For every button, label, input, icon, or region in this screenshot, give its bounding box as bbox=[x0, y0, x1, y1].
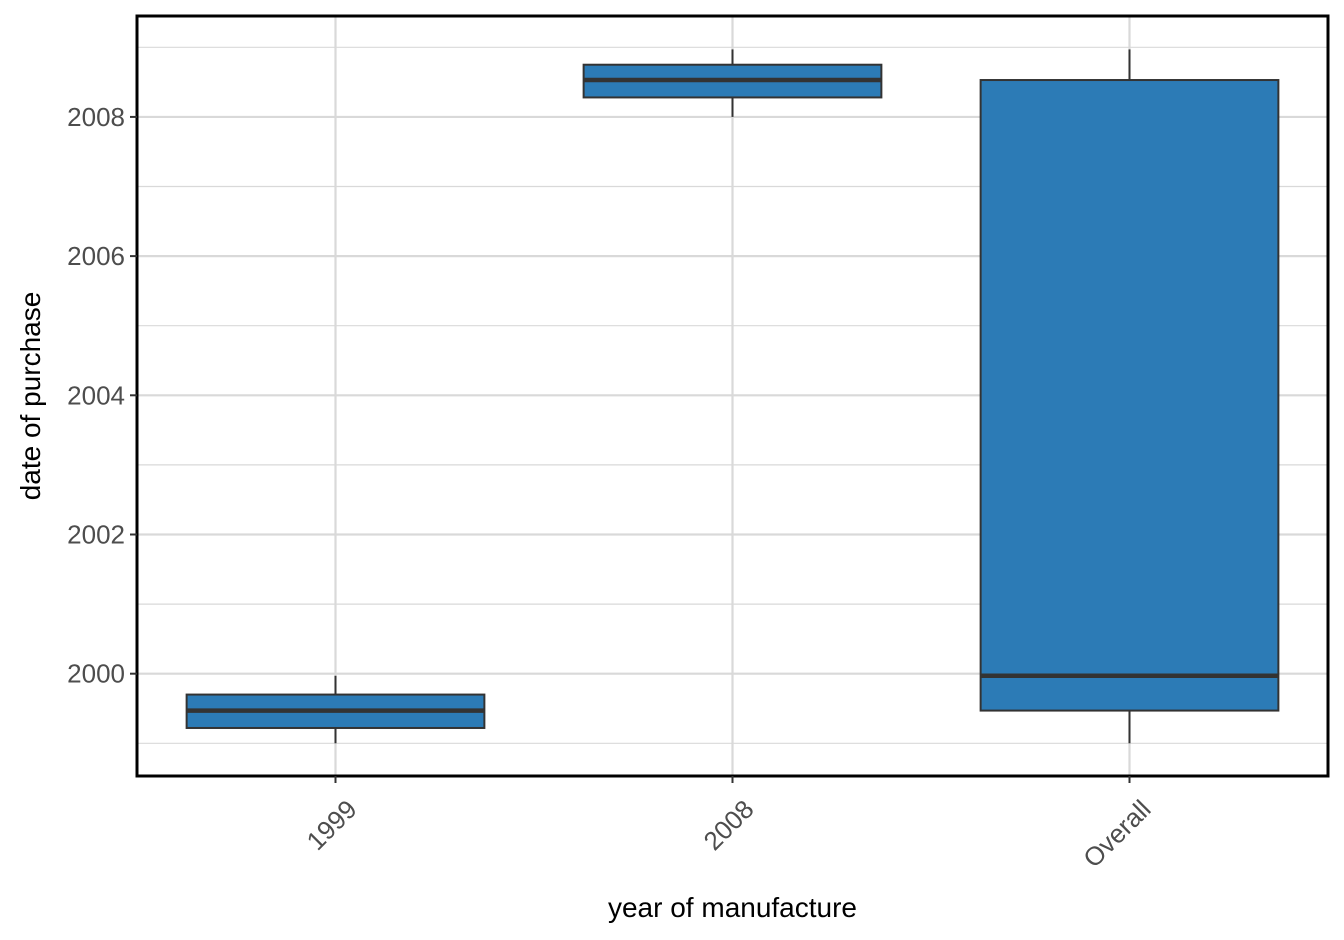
x-axis-ticks: 1999 2008 Overall bbox=[300, 776, 1157, 873]
x-tick-label: 1999 bbox=[300, 794, 362, 856]
y-tick-label: 2006 bbox=[67, 241, 125, 271]
box-2008 bbox=[582, 49, 883, 117]
y-tick-label: 2004 bbox=[67, 380, 125, 410]
x-axis-title: year of manufacture bbox=[608, 892, 857, 923]
y-tick-label: 2008 bbox=[67, 102, 125, 132]
box-overall bbox=[979, 49, 1280, 744]
y-tick-label: 2002 bbox=[67, 519, 125, 549]
y-axis-ticks: 2000 2002 2004 2006 2008 bbox=[67, 102, 137, 689]
box-1999 bbox=[185, 675, 486, 744]
x-tick-label: Overall bbox=[1077, 794, 1156, 873]
x-tick-label: 2008 bbox=[697, 794, 759, 856]
y-axis-title: date of purchase bbox=[15, 292, 46, 501]
interquartile-box bbox=[979, 79, 1280, 712]
y-tick-label: 2000 bbox=[67, 659, 125, 689]
box-series bbox=[185, 49, 1280, 744]
